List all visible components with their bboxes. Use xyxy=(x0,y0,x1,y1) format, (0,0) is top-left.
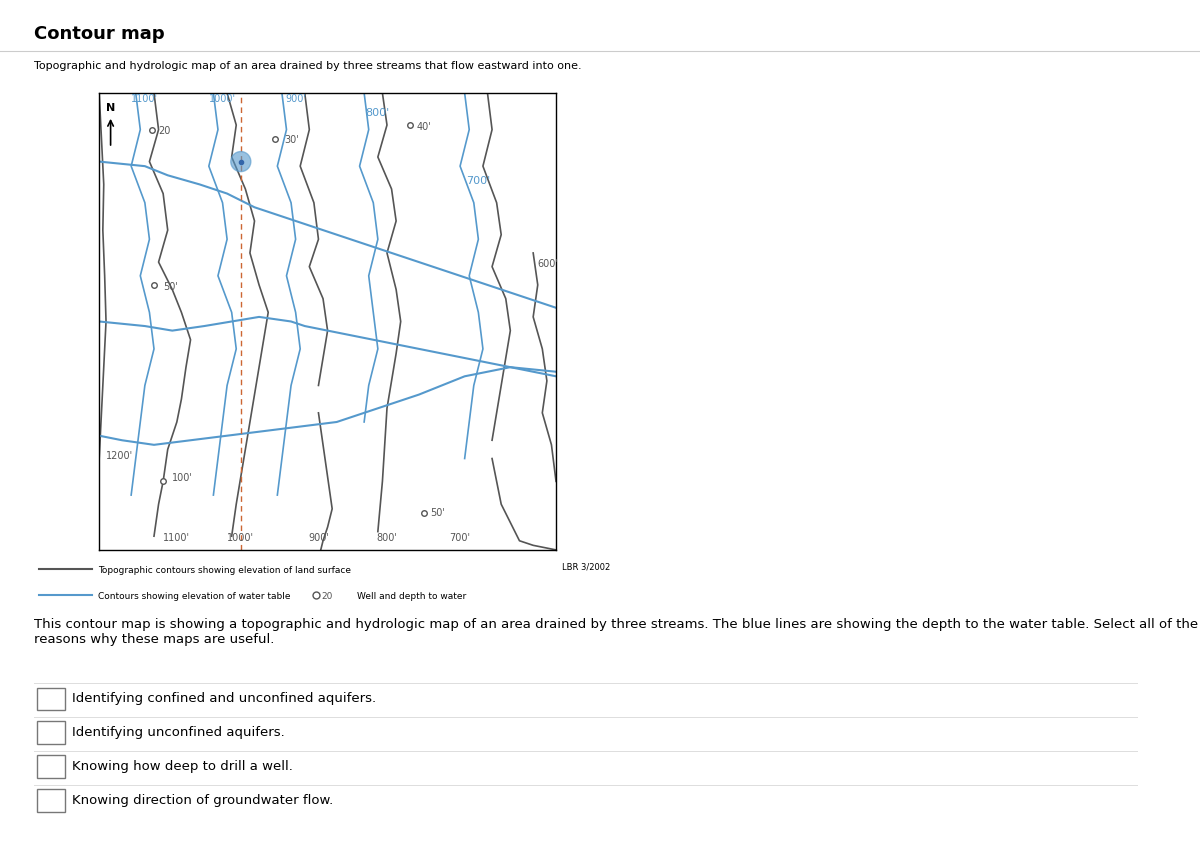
Text: Identifying unconfined aquifers.: Identifying unconfined aquifers. xyxy=(72,726,284,739)
Text: 1200': 1200' xyxy=(106,451,133,460)
Text: 700': 700' xyxy=(450,533,470,543)
FancyBboxPatch shape xyxy=(37,755,65,777)
Circle shape xyxy=(230,151,251,172)
Text: Knowing how deep to drill a well.: Knowing how deep to drill a well. xyxy=(72,760,293,773)
Text: 700': 700' xyxy=(467,177,491,186)
Text: 50': 50' xyxy=(163,282,178,292)
Text: 30': 30' xyxy=(284,135,299,146)
Text: 600': 600' xyxy=(538,259,559,269)
Text: 40': 40' xyxy=(416,122,432,132)
Text: N: N xyxy=(106,103,115,113)
Text: 20: 20 xyxy=(322,592,334,602)
Text: 1100': 1100' xyxy=(163,533,191,543)
Text: Topographic contours showing elevation of land surface: Topographic contours showing elevation o… xyxy=(98,566,352,574)
Text: Topographic and hydrologic map of an area drained by three streams that flow eas: Topographic and hydrologic map of an are… xyxy=(34,61,581,71)
Text: 800': 800' xyxy=(366,108,390,118)
FancyBboxPatch shape xyxy=(37,789,65,811)
Text: 50': 50' xyxy=(431,508,445,518)
FancyBboxPatch shape xyxy=(37,688,65,710)
Text: 20: 20 xyxy=(158,126,170,136)
Text: 1000': 1000' xyxy=(227,533,254,543)
Text: This contour map is showing a topographic and hydrologic map of an area drained : This contour map is showing a topographi… xyxy=(34,618,1198,645)
Text: Knowing direction of groundwater flow.: Knowing direction of groundwater flow. xyxy=(72,794,334,807)
Text: LBR 3/2002: LBR 3/2002 xyxy=(562,562,610,571)
Text: 1100': 1100' xyxy=(131,94,158,104)
FancyBboxPatch shape xyxy=(37,722,65,744)
Text: 1000': 1000' xyxy=(209,94,236,104)
Text: 900': 900' xyxy=(286,94,306,104)
Text: Contour map: Contour map xyxy=(34,25,164,43)
Text: Contours showing elevation of water table: Contours showing elevation of water tabl… xyxy=(98,592,290,602)
Text: Well and depth to water: Well and depth to water xyxy=(358,592,467,602)
Text: 100': 100' xyxy=(173,474,193,483)
Text: Identifying confined and unconfined aquifers.: Identifying confined and unconfined aqui… xyxy=(72,692,377,706)
Text: 900': 900' xyxy=(308,533,329,543)
Text: 800': 800' xyxy=(377,533,397,543)
